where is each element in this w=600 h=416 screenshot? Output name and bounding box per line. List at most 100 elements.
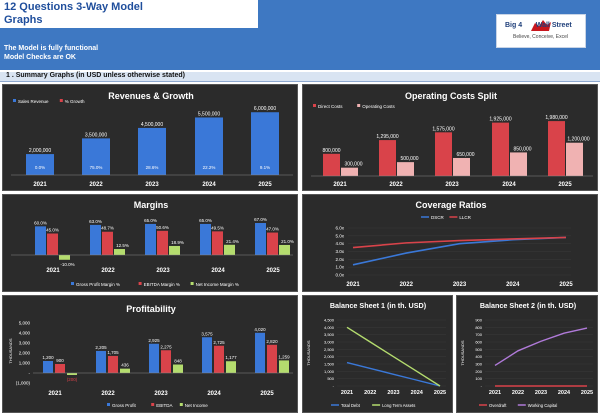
bar-value-label: 65.0% xyxy=(199,218,212,223)
bar-sales-revenue xyxy=(26,154,54,175)
y-tick-label: 6.0x xyxy=(335,226,344,231)
x-tick-label: 2021 xyxy=(489,390,501,396)
y-tick-label: (1,000) xyxy=(16,381,31,386)
bar-ebitda xyxy=(214,345,224,373)
x-tick-label: 2023 xyxy=(445,182,459,188)
y-tick-label: 900 xyxy=(475,318,482,323)
y-tick-label: 3,000 xyxy=(324,340,335,345)
x-tick-label: 2022 xyxy=(364,390,376,396)
bar-direct-costs xyxy=(435,132,452,176)
x-tick-label: 2024 xyxy=(211,268,225,274)
legend-item: Gross Profit xyxy=(112,403,137,408)
y-tick-label: 3,500 xyxy=(324,332,335,337)
bar-direct-costs xyxy=(548,121,565,176)
growth-label: 9.1% xyxy=(260,165,270,170)
bar-operating-costs xyxy=(341,167,358,176)
y-tick-label: 800 xyxy=(475,325,482,330)
x-tick-label: 2024 xyxy=(411,390,424,396)
bar-value-label: 1,177 xyxy=(225,355,237,360)
y-tick-label: 4,000 xyxy=(19,331,31,336)
legend-swatch xyxy=(357,104,361,107)
bar-value-label: 650,000 xyxy=(456,152,474,158)
y-tick-label: 4,000 xyxy=(324,325,335,330)
y-tick-label: 1,000 xyxy=(324,369,335,374)
y-tick-label: 5,000 xyxy=(19,321,31,326)
legend-swatch xyxy=(59,99,63,102)
bar-gross-profit-margin xyxy=(200,223,211,255)
x-tick-label: 2021 xyxy=(346,282,360,288)
y-tick-label: 700 xyxy=(475,332,482,337)
bar-value-label: 65.0% xyxy=(144,218,157,223)
bar-operating-costs xyxy=(566,142,583,176)
bar-ebitda-margin xyxy=(267,232,278,255)
company-logo: Big 4 Wall Street Believe, Conceive, Exc… xyxy=(496,14,586,48)
bar-ebitda-margin xyxy=(47,233,58,255)
x-tick-label: 2025 xyxy=(266,268,280,274)
x-tick-label: 2025 xyxy=(581,390,593,396)
x-tick-label: 2025 xyxy=(258,182,272,188)
bar-sales-revenue xyxy=(138,127,166,175)
bar-value-label: 500,000 xyxy=(400,156,418,162)
bar-value-label: 12.5% xyxy=(116,243,129,248)
bar-net-income-margin xyxy=(169,245,180,255)
x-tick-label: 2022 xyxy=(101,391,115,397)
bar-gross-profit xyxy=(43,361,53,373)
y-axis-title: THOUSANDS xyxy=(8,338,13,363)
bar-value-label: 800,000 xyxy=(322,148,340,154)
bar-gross-profit-margin xyxy=(90,224,101,255)
x-tick-label: 2023 xyxy=(156,268,170,274)
y-tick-label: 2,500 xyxy=(324,347,335,352)
bar-value-label: 4,500,000 xyxy=(141,122,163,128)
legend-swatch xyxy=(190,282,194,285)
y-tick-label: 400 xyxy=(475,354,482,359)
bar-value-label: 1,200 xyxy=(42,355,54,360)
bull-icon xyxy=(531,20,551,31)
y-tick-label: 3.0x xyxy=(335,249,344,254)
legend-item: DSCR xyxy=(431,215,445,220)
legend-swatch xyxy=(179,403,183,406)
bar-gross-profit-margin xyxy=(35,226,46,255)
x-tick-label: 2021 xyxy=(48,391,62,397)
bar-value-label: -10.0% xyxy=(60,262,74,267)
bar-net-income xyxy=(226,361,236,373)
bar-value-label: 49.5% xyxy=(211,225,224,230)
x-tick-label: 2022 xyxy=(512,390,524,396)
bar-value-label: 1,705 xyxy=(107,350,119,355)
x-tick-label: 2024 xyxy=(506,282,520,288)
bar-sales-revenue xyxy=(195,117,223,175)
bar-value-label: 1,980,000 xyxy=(545,115,567,121)
legend-item: Operating Costs xyxy=(362,104,395,109)
bar-value-label: 300,000 xyxy=(344,162,362,168)
legend-item: Long Term Assets xyxy=(382,403,415,408)
bar-value-label: 1,925,000 xyxy=(489,117,511,123)
y-tick-label: 100 xyxy=(475,376,482,381)
bar-value-label: 18.9% xyxy=(171,240,184,245)
x-tick-label: 2024 xyxy=(558,390,571,396)
bar-ebitda xyxy=(55,364,65,373)
y-tick-label: 0.0x xyxy=(335,273,344,278)
bar-value-label: 3,575 xyxy=(201,331,213,336)
y-tick-label: 4.0x xyxy=(335,241,344,246)
y-tick-label: - xyxy=(333,384,335,389)
y-tick-label: 1,500 xyxy=(324,362,335,367)
bar-value-label: 1,259 xyxy=(278,354,290,359)
x-tick-label: 2024 xyxy=(502,182,516,188)
y-tick-label: 1,000 xyxy=(19,361,31,366)
bar-value-label: 900 xyxy=(56,358,64,363)
legend-item: Gross Profit Margin % xyxy=(76,282,120,287)
bar-ebitda xyxy=(267,344,277,373)
legend-item: Total Debt xyxy=(341,403,361,408)
bar-direct-costs xyxy=(379,140,396,176)
bar-value-label: 6,000,000 xyxy=(254,106,276,112)
balance-sheet-1-chart: Balance Sheet 1 (in th. USD) - 500 1,000 1,5… xyxy=(302,295,453,413)
bar-operating-costs xyxy=(453,157,470,176)
legend-item: Direct Costs xyxy=(318,104,343,109)
x-tick-label: 2024 xyxy=(207,391,221,397)
page-header: 12 Questions 3-Way Model Graphs The Mode… xyxy=(0,0,600,70)
x-tick-label: 2025 xyxy=(559,282,573,288)
line-llcr xyxy=(352,236,567,249)
bar-gross-profit xyxy=(149,343,159,373)
bar-value-label: 4,020 xyxy=(254,327,266,332)
profitability-chart: Profitability (1,000) - 1,000 2,000 3,000 4,00… xyxy=(2,295,298,413)
bar-ebitda-margin xyxy=(102,231,113,255)
